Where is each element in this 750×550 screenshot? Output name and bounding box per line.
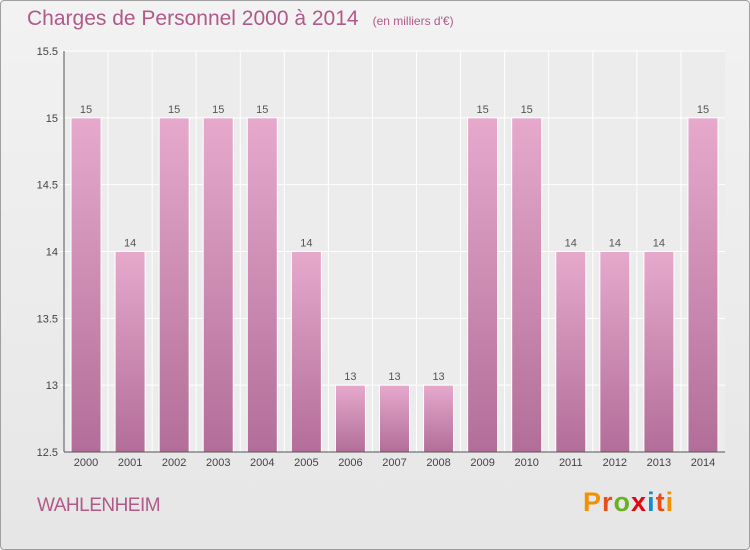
x-tick-label: 2009 [470, 457, 494, 469]
chart-subtitle: (en milliers d'€) [372, 14, 454, 28]
logo-letter: i [647, 487, 656, 517]
data-label: 13 [432, 371, 444, 383]
logo-letter: x [631, 487, 648, 517]
x-tick-label: 2005 [294, 457, 318, 469]
y-tick-label: 14 [46, 247, 58, 259]
x-tick-label: 2004 [250, 457, 274, 469]
data-label: 14 [124, 238, 136, 250]
data-label: 14 [300, 238, 312, 250]
bars [70, 117, 719, 453]
x-tick-label: 2001 [118, 457, 142, 469]
y-tick-label: 13 [46, 380, 58, 392]
commune-name: WAHLENHEIM [37, 495, 161, 516]
data-label: 15 [477, 104, 489, 116]
bar-2002 [158, 117, 190, 453]
x-tick-label: 2007 [382, 457, 406, 469]
y-tick-label: 15 [46, 113, 58, 125]
bar-2008 [423, 384, 455, 453]
x-tick-label: 2006 [338, 457, 362, 469]
logo-letter: o [613, 487, 632, 517]
data-label: 13 [344, 371, 356, 383]
x-tick-label: 2003 [206, 457, 230, 469]
bar-2012 [599, 251, 631, 453]
data-label: 15 [521, 104, 533, 116]
bar-2011 [555, 251, 587, 453]
y-tick-label: 14.5 [37, 180, 58, 192]
data-label: 15 [80, 104, 92, 116]
labels: 12.5 13 13.5 14 14.5 15 15.5 15 2000 14 2001 15 2002… [37, 46, 716, 469]
data-label: 15 [256, 104, 268, 116]
y-tick-label: 15.5 [37, 46, 58, 58]
bar-2004 [246, 117, 278, 453]
bar-2005 [290, 251, 322, 453]
x-tick-label: 2012 [603, 457, 627, 469]
data-label: 14 [565, 238, 577, 250]
chart-title: Charges de Personnel 2000 à 2014 [27, 7, 359, 30]
x-tick-label: 2000 [74, 457, 98, 469]
bar-2003 [202, 117, 234, 453]
bar-2000 [70, 117, 102, 453]
logo-letter: r [602, 487, 614, 517]
x-tick-label: 2010 [514, 457, 538, 469]
bar-2010 [511, 117, 543, 453]
logo-letter: t [655, 487, 666, 517]
bar-2001 [114, 251, 146, 453]
data-label: 14 [609, 238, 621, 250]
y-tick-label: 13.5 [37, 313, 58, 325]
bar-2009 [467, 117, 499, 453]
bar-2014 [687, 117, 719, 453]
logo-letter: P [583, 487, 603, 517]
data-label: 15 [212, 104, 224, 116]
axes [63, 51, 725, 453]
proxiti-logo: Proxiti [583, 487, 674, 518]
x-tick-label: 2013 [647, 457, 671, 469]
title-row: Charges de Personnel 2000 à 2014 (en mill… [27, 7, 454, 31]
data-label: 13 [388, 371, 400, 383]
logo-letter: i [665, 487, 675, 517]
x-tick-label: 2014 [691, 457, 715, 469]
data-label: 14 [653, 238, 665, 250]
data-label: 15 [168, 104, 180, 116]
y-tick-label: 12.5 [37, 447, 58, 459]
bar-2013 [643, 251, 675, 453]
bar-2006 [334, 384, 366, 453]
data-label: 15 [697, 104, 709, 116]
x-tick-label: 2002 [162, 457, 186, 469]
x-tick-label: 2011 [559, 457, 583, 469]
x-tick-label: 2008 [426, 457, 450, 469]
bar-2007 [379, 384, 410, 453]
